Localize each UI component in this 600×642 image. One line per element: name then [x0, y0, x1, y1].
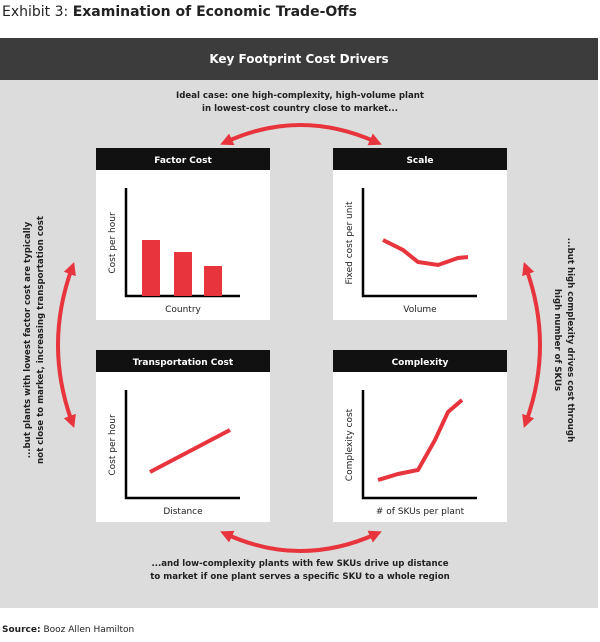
x-axis-label: # of SKUs per plant	[376, 507, 465, 517]
panel	[96, 350, 270, 522]
panel-title-bar	[96, 148, 270, 170]
arrow	[220, 123, 382, 146]
panel-title: Complexity	[392, 358, 449, 368]
panel-title-bar	[96, 350, 270, 372]
panel-title: Factor Cost	[154, 156, 212, 166]
y-axis-label: Cost per hour	[108, 414, 118, 476]
annotation: ...and low-complexity plants with few SK…	[151, 559, 448, 569]
arrow	[522, 261, 542, 429]
panel-title-bar	[333, 350, 507, 372]
x-axis-label: Volume	[403, 305, 437, 315]
exhibit-title: Exhibit 3: Examination of Economic Trade…	[2, 4, 357, 20]
panel-title: Scale	[406, 156, 433, 166]
bar-icon	[142, 240, 160, 296]
y-axis-label: Cost per hour	[108, 212, 118, 274]
bar-icon	[174, 252, 192, 296]
line-icon	[377, 398, 464, 482]
panel	[333, 350, 507, 522]
annotation: Ideal case: one high-complexity, high-vo…	[176, 91, 424, 101]
line-icon	[382, 238, 469, 268]
line-icon	[149, 428, 231, 474]
annotation: not close to market, increasing transpor…	[36, 216, 46, 464]
arrow	[220, 530, 382, 553]
header-band	[0, 38, 598, 80]
bar-icon	[204, 266, 222, 296]
panel-title: Transportation Cost	[133, 358, 234, 368]
panel-title-bar	[333, 148, 507, 170]
axes	[361, 188, 477, 298]
axes	[361, 390, 477, 500]
x-axis-label: Distance	[163, 507, 203, 517]
arrow	[56, 261, 76, 429]
annotation: high number of SKUs	[552, 289, 562, 391]
axes	[124, 188, 240, 298]
y-axis-label: Complexity cost	[345, 408, 355, 481]
annotation: in lowest-cost country close to market..…	[202, 104, 398, 114]
axes	[124, 390, 240, 500]
header: Key Footprint Cost Drivers	[209, 52, 388, 66]
x-axis-label: Country	[165, 305, 201, 315]
annotation: ...but high complexity drives cost throu…	[565, 238, 575, 442]
annotation: ...but plants with lowest factor cost ar…	[23, 221, 33, 458]
panel	[333, 148, 507, 320]
annotation: to market if one plant serves a specific…	[150, 572, 450, 582]
source: Source: Booz Allen Hamilton	[2, 625, 134, 635]
y-axis-label: Fixed cost per unit	[345, 201, 355, 284]
